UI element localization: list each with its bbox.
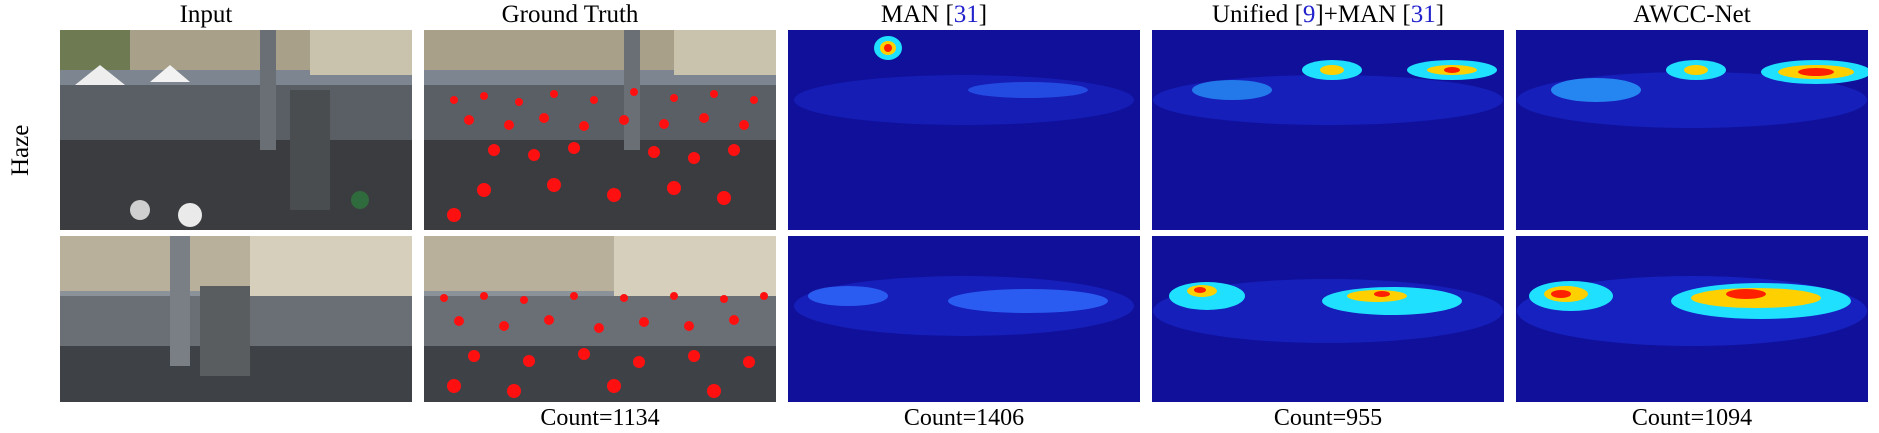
unified-man-density-map-row2 xyxy=(1152,236,1504,402)
ground-truth-image-row1 xyxy=(424,30,776,230)
bracket-close: ] xyxy=(978,1,988,28)
man-density-map-row2 xyxy=(788,236,1140,402)
bracket-open: [ xyxy=(1402,1,1411,28)
man-density-map-row1 xyxy=(788,30,1140,230)
awcc-net-density-map-row1 xyxy=(1516,30,1868,230)
title-plus-man: +MAN xyxy=(1323,1,1403,28)
count-awcc-net: Count=1094 xyxy=(1631,405,1753,431)
bracket-open: [ xyxy=(1294,1,1303,28)
input-image-row1 xyxy=(60,30,412,230)
title-man: MAN [31] xyxy=(788,0,1080,30)
unified-man-density-map-row1 xyxy=(1152,30,1504,230)
title-unified-man: Unified [9]+MAN [31] xyxy=(1152,0,1504,30)
bracket-close: ] xyxy=(1315,1,1324,28)
count-man: Count=1406 xyxy=(903,405,1025,431)
row-label-haze: Haze xyxy=(7,124,34,176)
input-image-row2 xyxy=(60,236,412,402)
ref-9[interactable]: 9 xyxy=(1302,1,1316,28)
bracket-open: [ xyxy=(945,1,954,28)
title-ground-truth: Ground Truth xyxy=(501,1,639,28)
title-input: Input xyxy=(179,1,233,28)
count-unified-man: Count=955 xyxy=(1273,405,1383,431)
title-awcc-net: AWCC-Net xyxy=(1633,1,1751,28)
title-unified-name: Unified xyxy=(1211,1,1295,28)
ref-31[interactable]: 31 xyxy=(1410,1,1436,28)
awcc-net-density-map-row2 xyxy=(1516,236,1868,402)
count-ground-truth: Count=1134 xyxy=(540,405,660,431)
title-man-name: MAN xyxy=(880,1,946,28)
bracket-close: ] xyxy=(1435,1,1445,28)
ground-truth-image-row2 xyxy=(424,236,776,402)
ref-31[interactable]: 31 xyxy=(953,1,979,28)
